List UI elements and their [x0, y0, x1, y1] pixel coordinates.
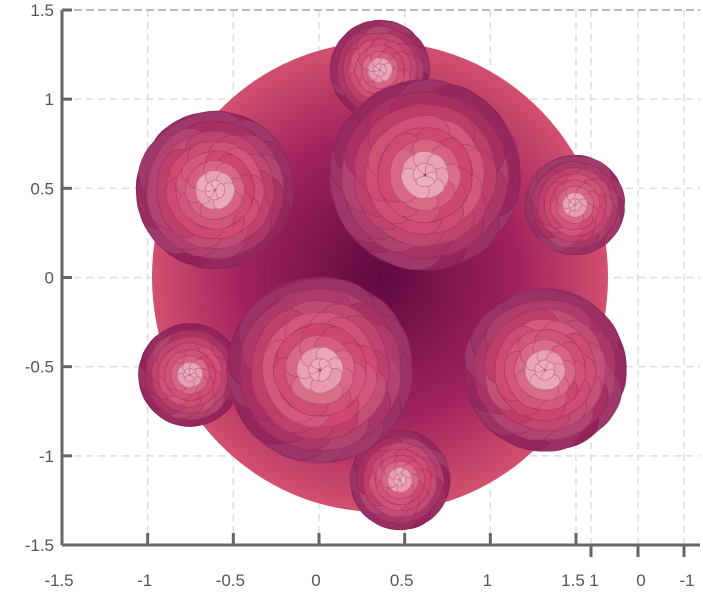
y-tick-label: -1.5 [25, 536, 54, 555]
x-tick-label: 1 [483, 571, 492, 590]
rose-bouquet-surface [135, 19, 627, 531]
x-tick-label: 0.5 [390, 571, 414, 590]
x-tick-label: 0 [311, 571, 320, 590]
rose-petal [379, 63, 387, 74]
x-tick-label: -0.5 [216, 571, 245, 590]
rose-bottom [349, 429, 451, 531]
y-tick-label: 1 [45, 90, 54, 109]
rose-left [138, 323, 242, 427]
y-tick-label: 0.5 [30, 179, 54, 198]
z-tick-label: 0 [636, 571, 645, 590]
rose-petal [318, 365, 332, 382]
rose-petal [574, 202, 582, 212]
x-tick-label: -1 [137, 571, 152, 590]
z-tick-label: 1 [589, 571, 598, 590]
rose-upper-center [329, 79, 521, 271]
y-tick-label: 0 [45, 269, 54, 288]
rose-lower-center [226, 276, 414, 464]
y-tick-label: -0.5 [25, 358, 54, 377]
rose-petal [415, 175, 435, 188]
rose-petal [400, 474, 407, 486]
rose-petal [215, 182, 226, 199]
y-tick-label: 1.5 [30, 1, 54, 20]
rose-right [524, 154, 625, 255]
x-tick-label: -1.5 [44, 571, 73, 590]
rose-upper-left [135, 110, 294, 270]
z-tick-label: -1 [679, 571, 694, 590]
axes: 1.510.50-0.5-1-1.5-1.5 -1 -0.5 0 0.5 1 1.5 1 0 -1 [25, 1, 700, 590]
rose-petal [540, 368, 556, 381]
x-tick-label: 1.5 [561, 571, 585, 590]
rose-petal [184, 375, 195, 382]
y-tick-label: -1 [39, 447, 54, 466]
rose-lower-right [463, 288, 627, 452]
